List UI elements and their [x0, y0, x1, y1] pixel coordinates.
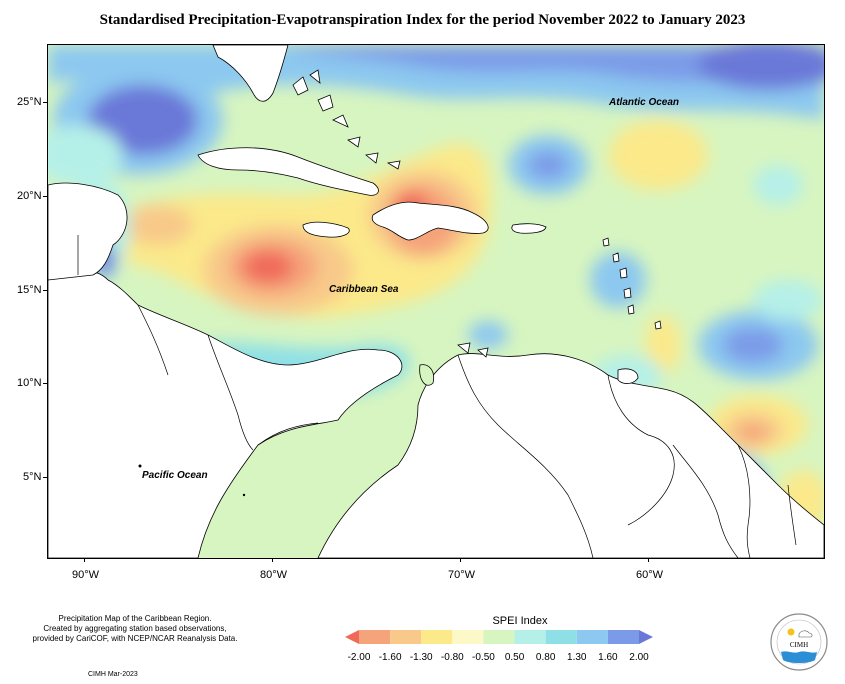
lon-label-70w: 70°W: [448, 569, 476, 581]
lon-label-80w: 80°W: [260, 569, 288, 581]
legend-title: SPEI Index: [492, 615, 548, 627]
legend-swatch: [390, 630, 422, 644]
central-america-landmass: [48, 271, 403, 558]
legend-tick-label: -0.50: [472, 652, 495, 663]
water-icon: [781, 651, 817, 663]
lat-tick-25n: [43, 102, 47, 103]
cimh-logo: CIMH: [770, 613, 828, 671]
legend-tick-label: -2.00: [347, 652, 371, 663]
pacific-islands: [138, 464, 246, 497]
legend-swatch: [345, 630, 359, 644]
legend-tick-label: 1.60: [598, 652, 618, 663]
small-islands: [292, 69, 662, 386]
lon-label-60w: 60°W: [636, 569, 664, 581]
map-footnote: Precipitation Map of the Caribbean Regio…: [0, 614, 270, 644]
caribbean-sea-label: Caribbean Sea: [329, 284, 399, 295]
legend-swatch: [359, 630, 391, 644]
legend-swatch: [639, 630, 653, 644]
cloud-icon: [798, 630, 813, 638]
legend-colorbar: [345, 630, 653, 644]
lat-label-10n: 10°N: [17, 377, 42, 389]
legend-tick-label: 0.50: [504, 652, 525, 663]
trinidad-landmass: [617, 368, 639, 384]
lon-tick-70w: [460, 558, 461, 562]
lon-tick-90w: [84, 558, 85, 562]
country-borders: [77, 235, 797, 558]
spei-map-canvas: [48, 45, 824, 558]
logo-wordmark: CIMH: [790, 641, 808, 649]
lat-tick-15n: [43, 290, 47, 291]
legend-tick-labels: -2.00 -1.60 -1.30 -0.80 -0.50 0.50 0.80 1.30 1.6…: [345, 652, 653, 664]
legend-tick-label: 2.00: [629, 652, 649, 663]
lat-tick-20n: [43, 196, 47, 197]
legend-swatch: [452, 630, 484, 644]
legend-tick-label: -0.80: [440, 652, 464, 663]
lat-label-20n: 20°N: [17, 190, 42, 202]
legend-tick-label: 1.30: [567, 652, 587, 663]
lat-label-5n: 5°N: [23, 471, 42, 483]
lon-tick-80w: [272, 558, 273, 562]
legend-tick-label: -1.60: [378, 652, 402, 663]
legend-swatch: [421, 630, 453, 644]
credit-text: CIMH Mar-2023: [88, 671, 138, 678]
legend-swatch: [607, 630, 639, 644]
footnote-line-1: Precipitation Map of the Caribbean Regio…: [58, 614, 212, 623]
lon-label-90w: 90°W: [72, 569, 100, 581]
spei-map: [47, 44, 825, 559]
lat-tick-5n: [43, 477, 47, 478]
sun-icon: [787, 628, 795, 636]
cuba-landmass: [197, 147, 379, 196]
footnote-line-2: Created by aggregating station based obs…: [43, 624, 227, 633]
lat-tick-10n: [43, 383, 47, 384]
atlantic-ocean-label: Atlantic Ocean: [609, 97, 680, 108]
lat-label-15n: 15°N: [17, 284, 42, 296]
pacific-ocean-label: Pacific Ocean: [142, 470, 208, 481]
legend-tick-label: -1.30: [409, 652, 433, 663]
hispaniola-landmass: [371, 201, 489, 241]
south-america-landmass: [317, 353, 824, 558]
lon-tick-60w: [648, 558, 649, 562]
jamaica-landmass: [302, 221, 350, 238]
puerto-rico-landmass: [511, 223, 547, 234]
legend-swatch: [514, 630, 546, 644]
legend-swatch: [545, 630, 577, 644]
legend-swatch: [576, 630, 608, 644]
lat-label-25n: 25°N: [17, 96, 42, 108]
map-title: Standardised Precipitation-Evapotranspir…: [99, 12, 746, 28]
legend-tick-label: 0.80: [535, 652, 556, 663]
yucatan-landmass: [48, 182, 128, 281]
florida-landmass: [212, 45, 289, 102]
land-masses: [48, 45, 824, 558]
legend-swatch: [483, 630, 515, 644]
footnote-line-3: provided by CariCOF, with NCEP/NCAR Rean…: [32, 634, 238, 643]
